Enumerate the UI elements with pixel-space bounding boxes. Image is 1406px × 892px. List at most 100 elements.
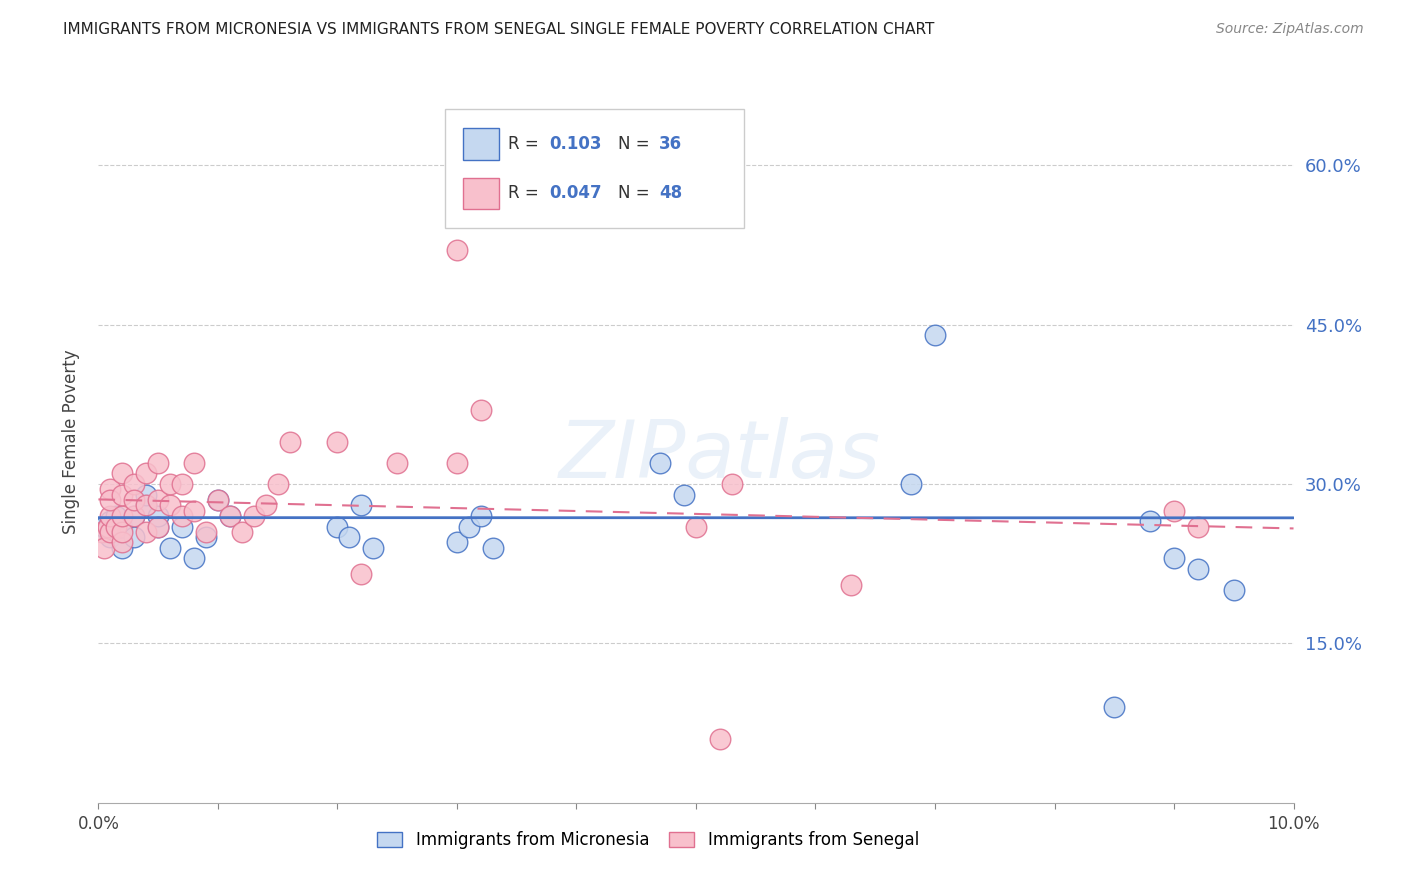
Point: [278, 434, 301, 449]
Point: [135, 498, 157, 512]
FancyBboxPatch shape: [446, 109, 744, 228]
Point: [254, 498, 277, 512]
Point: [124, 530, 146, 544]
Point: [721, 201, 744, 215]
Point: [124, 508, 146, 523]
Text: 36: 36: [659, 136, 682, 153]
Point: [1139, 514, 1161, 528]
Point: [148, 508, 170, 523]
Point: [111, 524, 134, 539]
Point: [105, 508, 128, 523]
Point: [924, 328, 946, 343]
Point: [111, 519, 134, 533]
Text: 0.047: 0.047: [548, 185, 602, 202]
Point: [98, 530, 122, 544]
Point: [124, 508, 146, 523]
Point: [105, 519, 128, 533]
Point: [183, 551, 205, 566]
Point: [97, 519, 120, 533]
Point: [1163, 551, 1185, 566]
Point: [135, 524, 157, 539]
Point: [709, 732, 731, 747]
Point: [172, 519, 194, 533]
Text: IMMIGRANTS FROM MICRONESIA VS IMMIGRANTS FROM SENEGAL SINGLE FEMALE POVERTY CORR: IMMIGRANTS FROM MICRONESIA VS IMMIGRANTS…: [63, 22, 935, 37]
Point: [93, 541, 115, 555]
Point: [219, 508, 242, 523]
Point: [98, 493, 122, 508]
Point: [446, 244, 468, 258]
Point: [98, 483, 122, 497]
Y-axis label: Single Female Poverty: Single Female Poverty: [62, 350, 80, 533]
Point: [458, 519, 481, 533]
Point: [135, 488, 157, 502]
Point: [91, 524, 114, 539]
Point: [111, 541, 134, 555]
Point: [111, 488, 134, 502]
Point: [482, 541, 505, 555]
FancyBboxPatch shape: [463, 178, 499, 210]
Text: 48: 48: [659, 185, 682, 202]
Point: [183, 456, 205, 470]
Point: [350, 498, 373, 512]
Point: [1187, 562, 1209, 576]
Point: [243, 508, 266, 523]
Point: [326, 519, 349, 533]
Point: [685, 519, 707, 533]
Point: [326, 434, 349, 449]
Point: [470, 508, 492, 523]
Point: [98, 514, 122, 528]
Point: [148, 519, 170, 533]
Point: [111, 535, 134, 549]
Point: [1187, 519, 1209, 533]
Point: [159, 498, 181, 512]
Point: [159, 541, 181, 555]
Point: [673, 488, 696, 502]
FancyBboxPatch shape: [463, 128, 499, 160]
Text: 0.103: 0.103: [548, 136, 602, 153]
Point: [339, 530, 361, 544]
Point: [207, 493, 229, 508]
Point: [159, 477, 181, 491]
Text: N =: N =: [619, 136, 655, 153]
Point: [148, 456, 170, 470]
Point: [195, 530, 218, 544]
Point: [841, 578, 863, 592]
Point: [135, 498, 157, 512]
Point: [385, 456, 409, 470]
Point: [172, 477, 194, 491]
Point: [207, 493, 229, 508]
Point: [1163, 503, 1185, 517]
Point: [1223, 583, 1246, 598]
Point: [900, 477, 922, 491]
Point: [267, 477, 290, 491]
Point: [93, 519, 115, 533]
Text: R =: R =: [509, 136, 544, 153]
Point: [111, 467, 134, 481]
Point: [148, 493, 170, 508]
Point: [148, 519, 170, 533]
Point: [350, 567, 373, 582]
Point: [363, 541, 385, 555]
Legend: Immigrants from Micronesia, Immigrants from Senegal: Immigrants from Micronesia, Immigrants f…: [371, 824, 925, 856]
Point: [124, 493, 146, 508]
Point: [124, 477, 146, 491]
Point: [446, 535, 468, 549]
Point: [98, 524, 122, 539]
Point: [231, 524, 253, 539]
Text: ZIPatlas: ZIPatlas: [558, 417, 882, 495]
Point: [172, 508, 194, 523]
Point: [721, 477, 744, 491]
Point: [183, 503, 205, 517]
Point: [650, 456, 672, 470]
Point: [135, 467, 157, 481]
Point: [111, 508, 134, 523]
Text: N =: N =: [619, 185, 655, 202]
Point: [470, 402, 492, 417]
Point: [1104, 700, 1126, 714]
Point: [446, 456, 468, 470]
Point: [219, 508, 242, 523]
Point: [98, 508, 122, 523]
Text: Source: ZipAtlas.com: Source: ZipAtlas.com: [1216, 22, 1364, 37]
Text: R =: R =: [509, 185, 544, 202]
Point: [195, 524, 218, 539]
